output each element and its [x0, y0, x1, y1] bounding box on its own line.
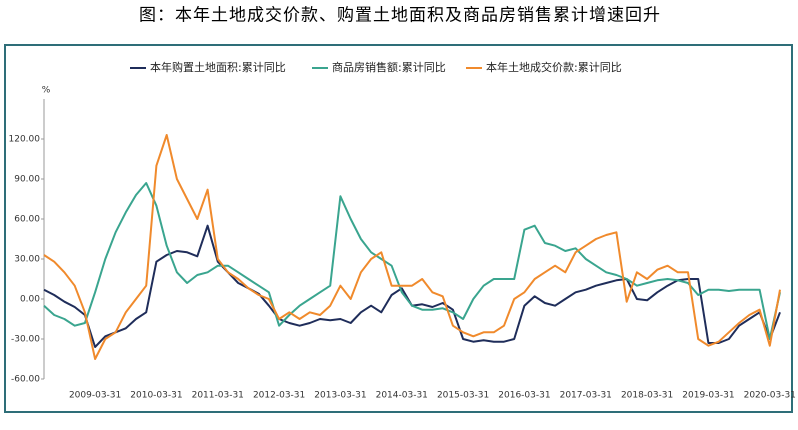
- x-tick-label: 2016-03-31: [498, 391, 550, 401]
- x-tick-label: 2011-03-31: [192, 391, 244, 401]
- x-tick-label: 2009-03-31: [69, 391, 121, 401]
- y-tick-label: 0.00: [20, 295, 40, 305]
- legend-label: 本年土地成交价款:累计同比: [486, 60, 622, 74]
- y-tick-label: 60.00: [14, 215, 40, 225]
- y-tick-label: -30.00: [11, 335, 40, 345]
- x-tick-label: 2018-03-31: [621, 391, 673, 401]
- x-tick-label: 2014-03-31: [376, 391, 428, 401]
- x-tick-label: 2010-03-31: [130, 391, 182, 401]
- y-unit: %: [42, 86, 51, 96]
- series-line: [43, 182, 781, 340]
- chart-frame: [4, 44, 793, 413]
- x-tick-label: 2012-03-31: [253, 391, 305, 401]
- x-tick-label: 2017-03-31: [560, 391, 612, 401]
- series-line: [43, 134, 781, 360]
- y-tick-label: 30.00: [14, 255, 40, 265]
- y-tick-label: -60.00: [11, 375, 40, 385]
- legend-label: 商品房销售额:累计同比: [332, 60, 446, 74]
- legend-label: 本年购置土地面积:累计同比: [150, 60, 286, 74]
- x-tick-label: 2015-03-31: [437, 391, 489, 401]
- x-tick-label: 2013-03-31: [314, 391, 366, 401]
- x-tick-label: 2020-03-31: [744, 391, 796, 401]
- y-tick-label: 120.00: [9, 135, 41, 145]
- x-tick-label: 2019-03-31: [682, 391, 734, 401]
- chart-title: 图：本年土地成交价款、购置土地面积及商品房销售累计增速回升: [139, 6, 661, 26]
- y-tick-label: 90.00: [14, 175, 40, 185]
